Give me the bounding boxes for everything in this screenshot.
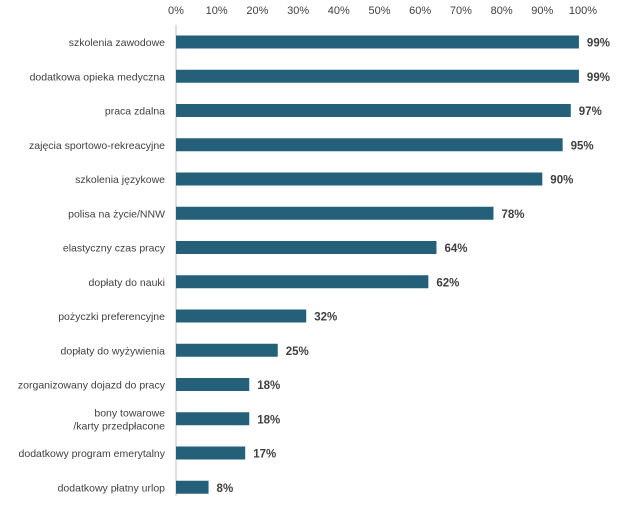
x-tick-label: 20% xyxy=(246,5,268,17)
category-label: polisa na życie/NNW xyxy=(68,208,165,220)
bar xyxy=(176,35,579,49)
x-tick-label: 80% xyxy=(491,5,513,17)
value-label: 32% xyxy=(314,312,337,324)
x-tick-label: 100% xyxy=(569,5,597,17)
value-label: 99% xyxy=(587,38,610,50)
bar xyxy=(176,104,571,117)
bar xyxy=(176,378,250,391)
category-label: szkolenia zawodowe xyxy=(69,37,165,49)
category-label: dodatkowa opieka medyczna xyxy=(30,71,166,83)
bar xyxy=(176,69,579,83)
category-label: elastyczny czas pracy xyxy=(63,243,166,255)
bar xyxy=(176,138,563,152)
category-label: zajęcia sportowo-rekreacyjne xyxy=(29,140,165,152)
bar xyxy=(176,241,437,254)
category-label: praca zdalna xyxy=(105,106,165,118)
bar xyxy=(176,172,543,186)
value-label: 18% xyxy=(257,380,280,392)
category-label: dodatkowy płatny urlop xyxy=(58,482,166,494)
category-label: bony towarowe/karty przedpłacone xyxy=(73,407,165,432)
x-axis-ticks: 0% 10% 20% 30% 40% 50% 60% 70% 80% 90% 100% xyxy=(168,5,597,17)
x-tick-label: 10% xyxy=(206,5,228,17)
value-label: 25% xyxy=(286,346,309,358)
value-label: 18% xyxy=(257,414,280,426)
category-label: zorganizowany dojazd do pracy xyxy=(18,380,166,392)
bar xyxy=(176,446,246,460)
x-tick-label: 30% xyxy=(287,5,309,17)
bars-group xyxy=(176,35,579,494)
x-tick-label: 90% xyxy=(531,5,553,17)
bar xyxy=(176,275,429,289)
value-label: 62% xyxy=(436,277,459,289)
category-label: dopłaty do wyżywienia xyxy=(61,345,166,357)
bar xyxy=(176,412,250,426)
category-label: pożyczki preferencyjne xyxy=(58,311,165,323)
x-tick-label: 50% xyxy=(368,5,390,17)
value-label: 64% xyxy=(444,243,467,255)
bar xyxy=(176,309,307,323)
value-label: 99% xyxy=(587,72,610,84)
bar xyxy=(176,480,209,494)
value-labels: 99% 99% 97% 95% 90% 78% 64% 62% 32% 25% 18% 18% 17% 8… xyxy=(217,38,610,495)
bar xyxy=(176,206,494,220)
value-label: 95% xyxy=(571,140,594,152)
bar xyxy=(176,343,278,357)
value-label: 8% xyxy=(217,483,234,495)
x-tick-label: 40% xyxy=(328,5,350,17)
category-labels: szkolenia zawodowe dodatkowa opieka medyc… xyxy=(18,37,166,494)
x-tick-label: 0% xyxy=(168,5,184,17)
x-tick-label: 70% xyxy=(450,5,472,17)
category-label: szkolenia językowe xyxy=(75,174,165,186)
value-label: 17% xyxy=(253,449,276,461)
category-label: dopłaty do nauki xyxy=(89,277,165,289)
value-label: 90% xyxy=(550,175,573,187)
value-label: 97% xyxy=(579,106,602,118)
category-label: dodatkowy program emerytalny xyxy=(19,448,166,460)
value-label: 78% xyxy=(501,209,524,221)
x-tick-label: 60% xyxy=(409,5,431,17)
